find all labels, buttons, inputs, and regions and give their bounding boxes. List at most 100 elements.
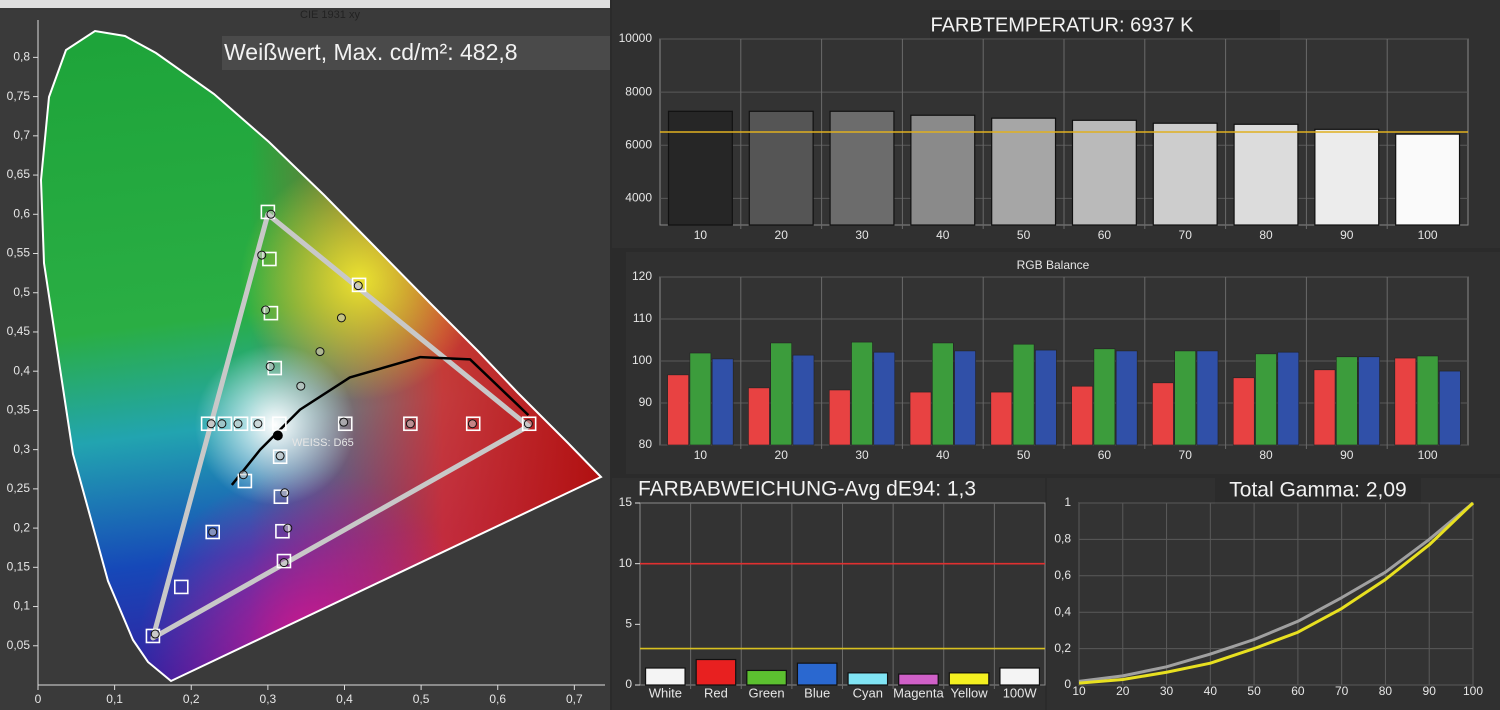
x-tick-label: 10 — [694, 448, 708, 462]
bar — [1152, 382, 1174, 446]
measured-point — [261, 305, 271, 315]
y-tick-label: 0,7 — [13, 128, 30, 142]
y-tick-label: 1 — [1064, 495, 1071, 509]
bar — [1093, 348, 1116, 446]
measured-point — [280, 488, 290, 498]
y-tick-label: 4000 — [625, 191, 652, 205]
y-tick-label: 0,4 — [1054, 604, 1071, 618]
target-point — [173, 579, 189, 595]
x-tick-label: 80 — [1259, 228, 1273, 242]
bar — [1335, 356, 1358, 446]
x-tick-label: 90 — [1340, 448, 1354, 462]
bar — [1277, 351, 1300, 446]
x-tick-label: 0,7 — [566, 692, 583, 706]
bar — [667, 110, 733, 226]
y-tick-label: 0,3 — [13, 442, 30, 456]
x-tick-label: 40 — [936, 448, 950, 462]
y-tick-label: 110 — [633, 311, 652, 325]
measured-point — [523, 419, 533, 429]
measured-point — [336, 313, 346, 323]
gamma-line — [1078, 501, 1475, 685]
x-tick-label: 0,6 — [489, 692, 506, 706]
bar — [851, 341, 873, 446]
bar — [1439, 370, 1461, 446]
target-point — [465, 416, 481, 432]
y-tick-label: 0,05 — [7, 638, 31, 652]
target-point — [145, 628, 161, 644]
x-tick-label: White — [649, 685, 682, 700]
bar — [909, 391, 932, 446]
bar — [644, 667, 686, 686]
x-tick-label: 100 — [1418, 228, 1438, 242]
y-tick-label: 0,4 — [13, 363, 30, 377]
x-tick-label: 10 — [1072, 684, 1086, 698]
bar — [1394, 357, 1417, 446]
x-tick-label: Cyan — [853, 685, 883, 700]
y-tick-label: 0,1 — [13, 599, 30, 613]
x-tick-label: 50 — [1017, 448, 1031, 462]
y-tick-label: 10000 — [619, 31, 653, 45]
y-tick-label: 100 — [632, 353, 652, 367]
bar — [873, 351, 896, 446]
target-point — [337, 416, 353, 432]
bar — [1313, 369, 1336, 446]
bar — [1233, 123, 1299, 226]
plot-frame — [1078, 502, 1474, 686]
y-tick-label: 0,8 — [1054, 532, 1071, 546]
y-tick-label: 80 — [639, 437, 653, 451]
x-tick-label: 0,3 — [260, 692, 277, 706]
y-tick-label: 8000 — [625, 84, 652, 98]
bar — [1071, 119, 1137, 226]
x-tick-label: 80 — [1379, 684, 1393, 698]
cie-header-bar — [0, 0, 610, 8]
measured-point — [206, 419, 216, 429]
bar — [748, 387, 770, 446]
x-tick-label: 70 — [1335, 684, 1349, 698]
chart-title: RGB Balance — [1017, 258, 1090, 272]
target-point — [272, 449, 288, 465]
bar — [898, 673, 939, 686]
y-tick-label: 0,6 — [13, 206, 30, 220]
annotation: WEISS: D65 — [292, 437, 354, 449]
x-tick-label: 100W — [1003, 685, 1038, 700]
y-tick-label: 0,35 — [7, 403, 31, 417]
x-tick-label: 20 — [775, 228, 789, 242]
y-tick-label: 120 — [632, 269, 652, 283]
white-point — [272, 430, 283, 441]
target-point — [273, 489, 289, 505]
bar — [711, 358, 734, 446]
measured-point — [266, 209, 276, 219]
bar — [1174, 350, 1197, 446]
measured-point — [405, 419, 415, 429]
measured-point — [238, 470, 248, 480]
bar — [1358, 356, 1380, 446]
x-tick-label: 50 — [1247, 684, 1261, 698]
measured-point — [296, 381, 306, 391]
bar — [931, 342, 954, 446]
bar — [954, 350, 976, 446]
y-tick-label: 0,8 — [13, 50, 30, 64]
chart-title: FARBTEMPERATUR: 6937 K — [930, 14, 1194, 36]
x-tick-label: 50 — [1017, 228, 1031, 242]
x-tick-label: Red — [704, 685, 728, 700]
title-box — [930, 10, 1280, 40]
x-tick-label: 0 — [35, 692, 42, 706]
measured-point — [208, 527, 218, 537]
x-tick-label: 0,2 — [183, 692, 200, 706]
chart-title: Total Gamma: 2,09 — [1229, 479, 1406, 502]
measured-point — [275, 451, 285, 461]
title-box — [1215, 478, 1421, 504]
bar — [948, 672, 990, 686]
bar — [689, 352, 712, 446]
x-tick-label: Magenta — [893, 685, 944, 700]
bar — [1255, 353, 1277, 446]
x-tick-label: 30 — [855, 228, 869, 242]
measured-point — [315, 347, 325, 357]
bar — [829, 110, 895, 226]
bar — [770, 342, 793, 446]
bar — [828, 389, 851, 446]
x-tick-label: 30 — [1160, 684, 1174, 698]
y-tick-label: 0 — [1064, 677, 1071, 691]
x-tick-label: 40 — [936, 228, 950, 242]
bar — [1152, 122, 1218, 226]
